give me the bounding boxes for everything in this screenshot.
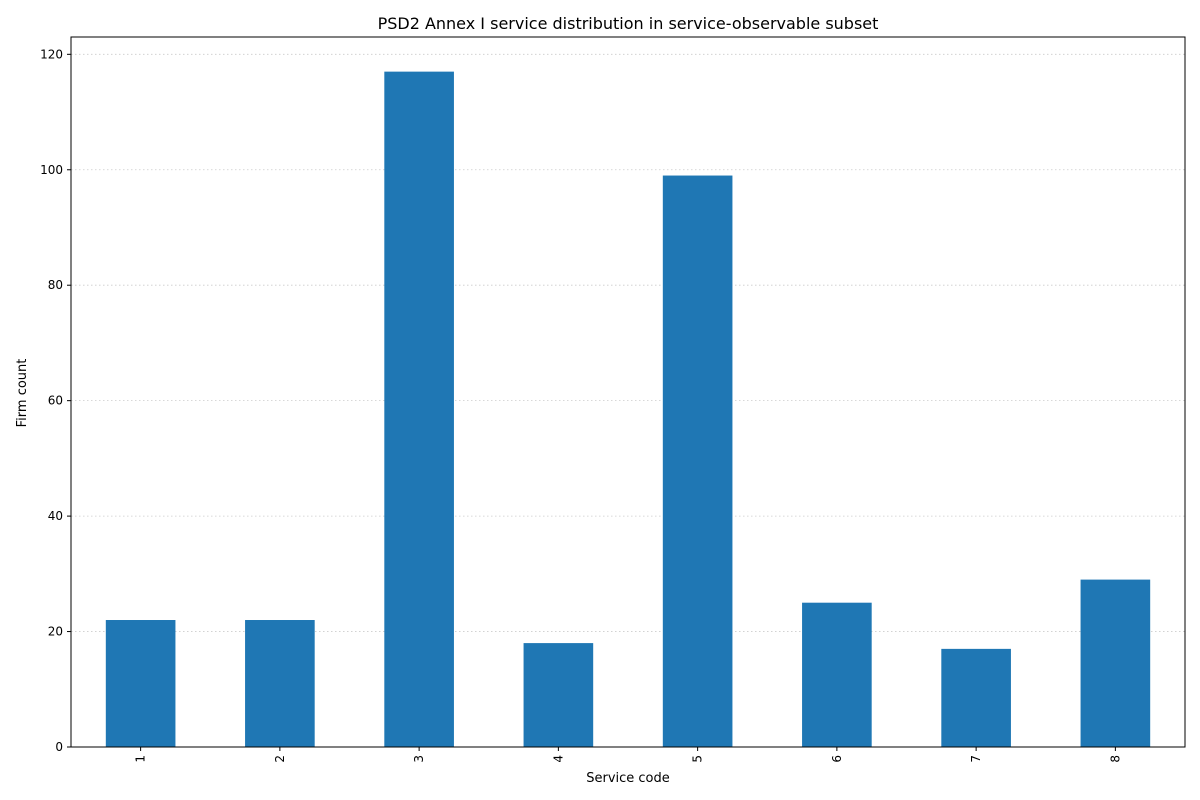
x-ticks: 1 2 3 4 5 6 7 8 <box>134 747 1122 763</box>
y-tick-label: 100 <box>40 163 63 177</box>
bar-2 <box>245 620 315 747</box>
y-tick-label: 80 <box>48 278 63 292</box>
x-axis-label: Service code <box>586 771 670 786</box>
grid-layer <box>71 53 1185 748</box>
x-tick-label: 3 <box>412 755 426 763</box>
x-tick-label: 8 <box>1108 755 1122 763</box>
y-tick-label: 20 <box>48 625 63 639</box>
bar-6 <box>802 602 872 747</box>
bar-1 <box>105 620 176 747</box>
bar-7 <box>941 648 1011 747</box>
bar-5 <box>662 175 733 747</box>
x-tick-label: 1 <box>134 755 148 763</box>
y-axis-label: Firm count <box>15 359 30 428</box>
plot-frame <box>70 36 1186 748</box>
x-tick-label: 7 <box>969 755 983 763</box>
x-tick-label: 4 <box>551 755 565 763</box>
bars-layer <box>105 71 1151 747</box>
axes-layer <box>70 36 1186 748</box>
y-tick-label: 120 <box>40 47 63 61</box>
x-tick-label: 2 <box>273 755 287 763</box>
bar-8 <box>1080 579 1151 747</box>
y-tick-label: 0 <box>55 740 63 754</box>
bar-3 <box>384 71 454 747</box>
x-tick-label: 5 <box>691 755 705 763</box>
y-tick-label: 60 <box>48 394 63 408</box>
chart-title: PSD2 Annex I service distribution in ser… <box>378 14 879 33</box>
x-tick-label: 6 <box>830 755 844 763</box>
y-ticks: 0 20 40 60 80 100 120 <box>40 47 71 754</box>
y-tick-label: 40 <box>48 509 63 523</box>
bar-4 <box>523 643 594 747</box>
